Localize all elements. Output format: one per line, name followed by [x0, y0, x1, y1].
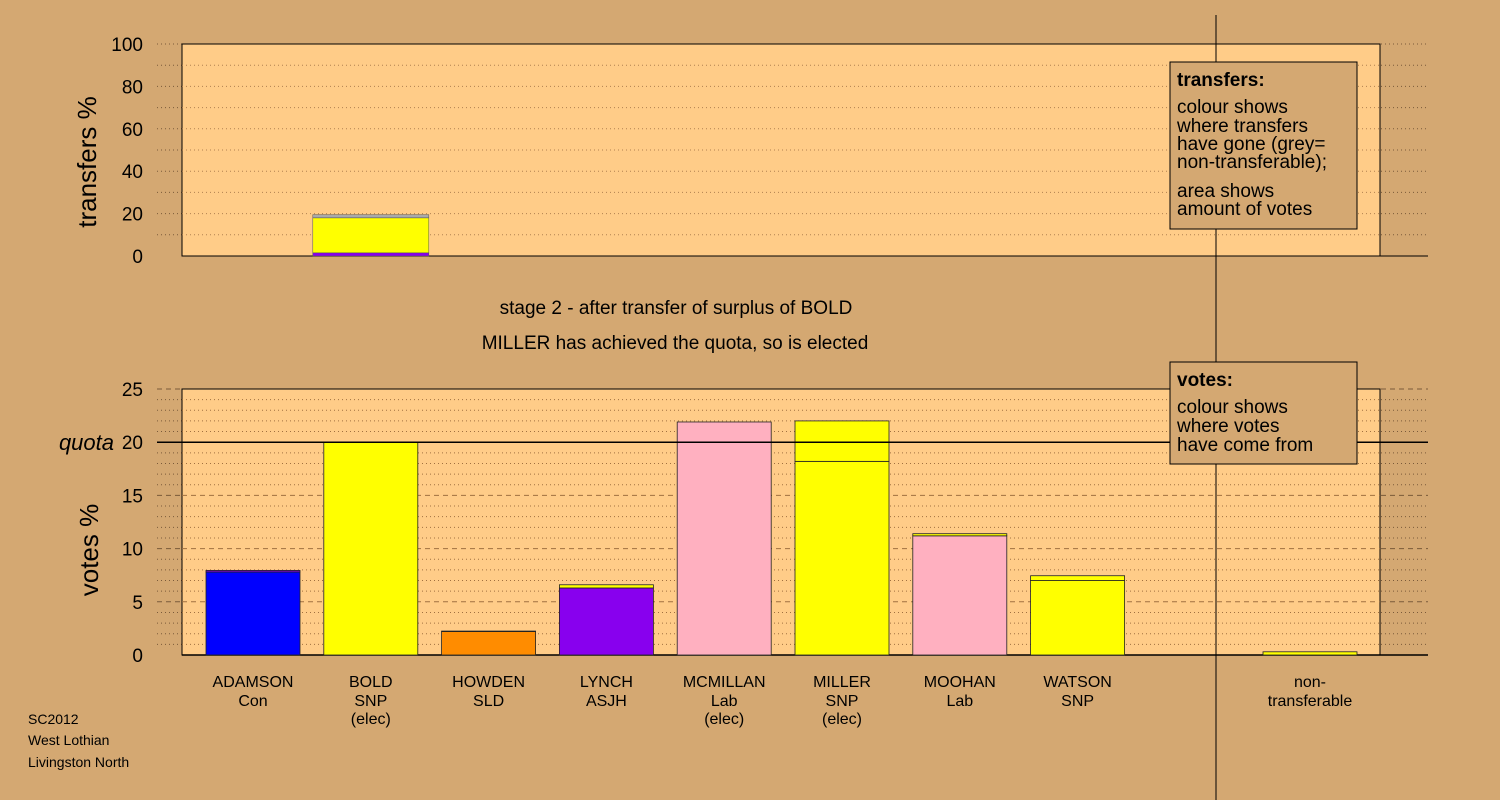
candidate-name: BOLD [349, 674, 393, 691]
votes-bars [205, 420, 1358, 656]
footer-council: West Lothian [28, 732, 109, 748]
legend-transfers-line: where transfers [1176, 116, 1308, 137]
candidate-elected: (elec) [704, 711, 744, 728]
transfers-y-tick-label: 40 [122, 162, 143, 183]
candidate-party: SNP [354, 693, 387, 710]
legend-votes-line: where votes [1176, 416, 1279, 437]
footer-ward: Livingston North [28, 754, 129, 770]
candidate-name: HOWDEN [452, 674, 525, 691]
stage-title: stage 2 - after transfer of surplus of B… [500, 298, 853, 319]
legend-votes-line: colour shows [1177, 397, 1288, 418]
votes-y-tick-label: 20 [122, 433, 143, 454]
votes-bar-segment [912, 535, 1008, 656]
votes-y-axis-label: votes % [74, 504, 104, 597]
votes-bar-segment [912, 533, 1008, 537]
legend-transfers: transfers: colour shows where transfers … [1169, 61, 1358, 230]
transfers-y-tick-label: 80 [122, 77, 143, 98]
quota-label: quota [59, 430, 114, 455]
legend-transfers-line: have gone (grey= [1177, 134, 1325, 155]
candidate-party: Lab [711, 693, 738, 710]
legend-votes: votes: colour shows where votes have com… [1169, 361, 1358, 465]
legend-transfers-title: transfers: [1177, 70, 1265, 91]
legend-transfers-line: non-transferable); [1177, 152, 1327, 173]
stage-subtitle: MILLER has achieved the quota, so is ele… [482, 333, 869, 354]
nontransferable-label: non- [1294, 674, 1326, 691]
transfers-bar-segment [312, 217, 430, 254]
votes-bar-segment [794, 460, 890, 656]
candidate-name: MCMILLAN [683, 674, 766, 691]
candidate-name: WATSON [1043, 674, 1111, 691]
candidate-party: SLD [473, 693, 504, 710]
votes-bar-segment [559, 587, 654, 656]
nontransferable-label: transferable [1268, 693, 1353, 710]
transfers-y-tick-label: 0 [132, 247, 143, 268]
votes-bar-segment [559, 584, 654, 589]
votes-y-tick-label: 0 [132, 646, 143, 667]
legend-votes-title: votes: [1177, 370, 1233, 391]
votes-y-tick-label: 5 [132, 593, 143, 614]
votes-bar-segment [323, 441, 419, 656]
candidate-party: SNP [1061, 693, 1094, 710]
transfers-bar-segment [312, 252, 430, 257]
votes-bar-segment [441, 630, 537, 632]
candidate-party: ASJH [586, 693, 627, 710]
votes-y-ticks: 0 5 10 15 20 25 [122, 380, 143, 667]
votes-y-tick-label: 10 [122, 540, 143, 561]
nontransferable-bar-segment [1262, 651, 1358, 656]
votes-bar-segment [794, 420, 890, 462]
votes-bar-segment [205, 571, 301, 656]
transfers-bar-segment [312, 214, 430, 219]
footer-contest: SC2012 [28, 711, 79, 727]
legend-votes-line: have come from [1177, 435, 1313, 456]
legend-transfers-line: area shows [1177, 181, 1274, 202]
candidate-party: Con [238, 693, 267, 710]
votes-y-tick-label: 25 [122, 380, 143, 401]
transfers-y-ticks: 0 20 40 60 80 100 [111, 35, 143, 268]
candidate-labels: ADAMSONConBOLDSNP(elec)HOWDENSLDLYNCHASJ… [213, 674, 1353, 728]
candidate-party: Lab [946, 693, 973, 710]
transfers-y-tick-label: 100 [111, 35, 143, 56]
legend-transfers-line: colour shows [1177, 97, 1288, 118]
votes-bar-segment [1030, 580, 1125, 656]
votes-bar-segment [441, 631, 537, 656]
transfers-bars [312, 214, 430, 257]
candidate-elected: (elec) [351, 711, 391, 728]
candidate-name: LYNCH [580, 674, 633, 691]
legend-transfers-line: amount of votes [1177, 199, 1312, 220]
candidate-name: MOOHAN [924, 674, 996, 691]
candidate-party: SNP [826, 693, 859, 710]
transfers-y-tick-label: 20 [122, 205, 143, 226]
legend-transfers-box [1169, 61, 1358, 230]
candidate-name: ADAMSON [213, 674, 294, 691]
votes-y-tick-label: 15 [122, 486, 143, 507]
votes-bar-segment [1030, 575, 1125, 581]
transfers-y-tick-label: 60 [122, 120, 143, 141]
votes-bar-segment [676, 421, 772, 656]
candidate-name: MILLER [813, 674, 871, 691]
legend-votes-box [1169, 361, 1358, 465]
transfers-y-axis-label: transfers % [72, 96, 102, 228]
candidate-elected: (elec) [822, 711, 862, 728]
votes-bar-segment [205, 570, 301, 573]
